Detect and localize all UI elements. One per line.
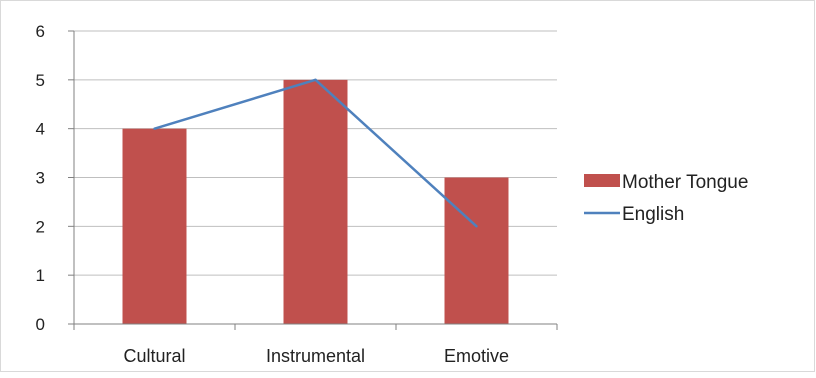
y-tick-label-5: 5 <box>36 71 45 90</box>
x-tick-label-instrumental: Instrumental <box>266 346 365 366</box>
legend-label-english: English <box>622 204 684 225</box>
bar-cultural <box>122 128 187 324</box>
bar-series <box>122 79 509 324</box>
legend-swatch-mother-tongue <box>584 174 620 187</box>
x-tick-labels: Cultural Instrumental Emotive <box>123 346 509 366</box>
x-tick-label-emotive: Emotive <box>444 346 509 366</box>
axes <box>68 30 558 330</box>
y-tick-label-6: 6 <box>36 22 45 41</box>
bar-emotive <box>444 177 509 324</box>
x-tick-label-cultural: Cultural <box>123 346 185 366</box>
y-tick-labels: 0 1 2 3 4 5 6 <box>36 22 45 334</box>
y-tick-label-1: 1 <box>36 266 45 285</box>
y-tick-label-3: 3 <box>36 169 45 188</box>
y-tick-label-2: 2 <box>36 217 45 236</box>
line-point-emotive <box>475 225 478 228</box>
line-point-instrumental <box>314 78 317 82</box>
line-series <box>153 78 478 228</box>
legend-label-mother-tongue: Mother Tongue <box>622 172 748 193</box>
y-tick-label-0: 0 <box>36 315 45 334</box>
y-tick-label-4: 4 <box>36 120 45 139</box>
line-point-cultural <box>153 127 156 130</box>
bar-instrumental <box>283 79 348 324</box>
legend: Mother Tongue English <box>584 172 748 225</box>
